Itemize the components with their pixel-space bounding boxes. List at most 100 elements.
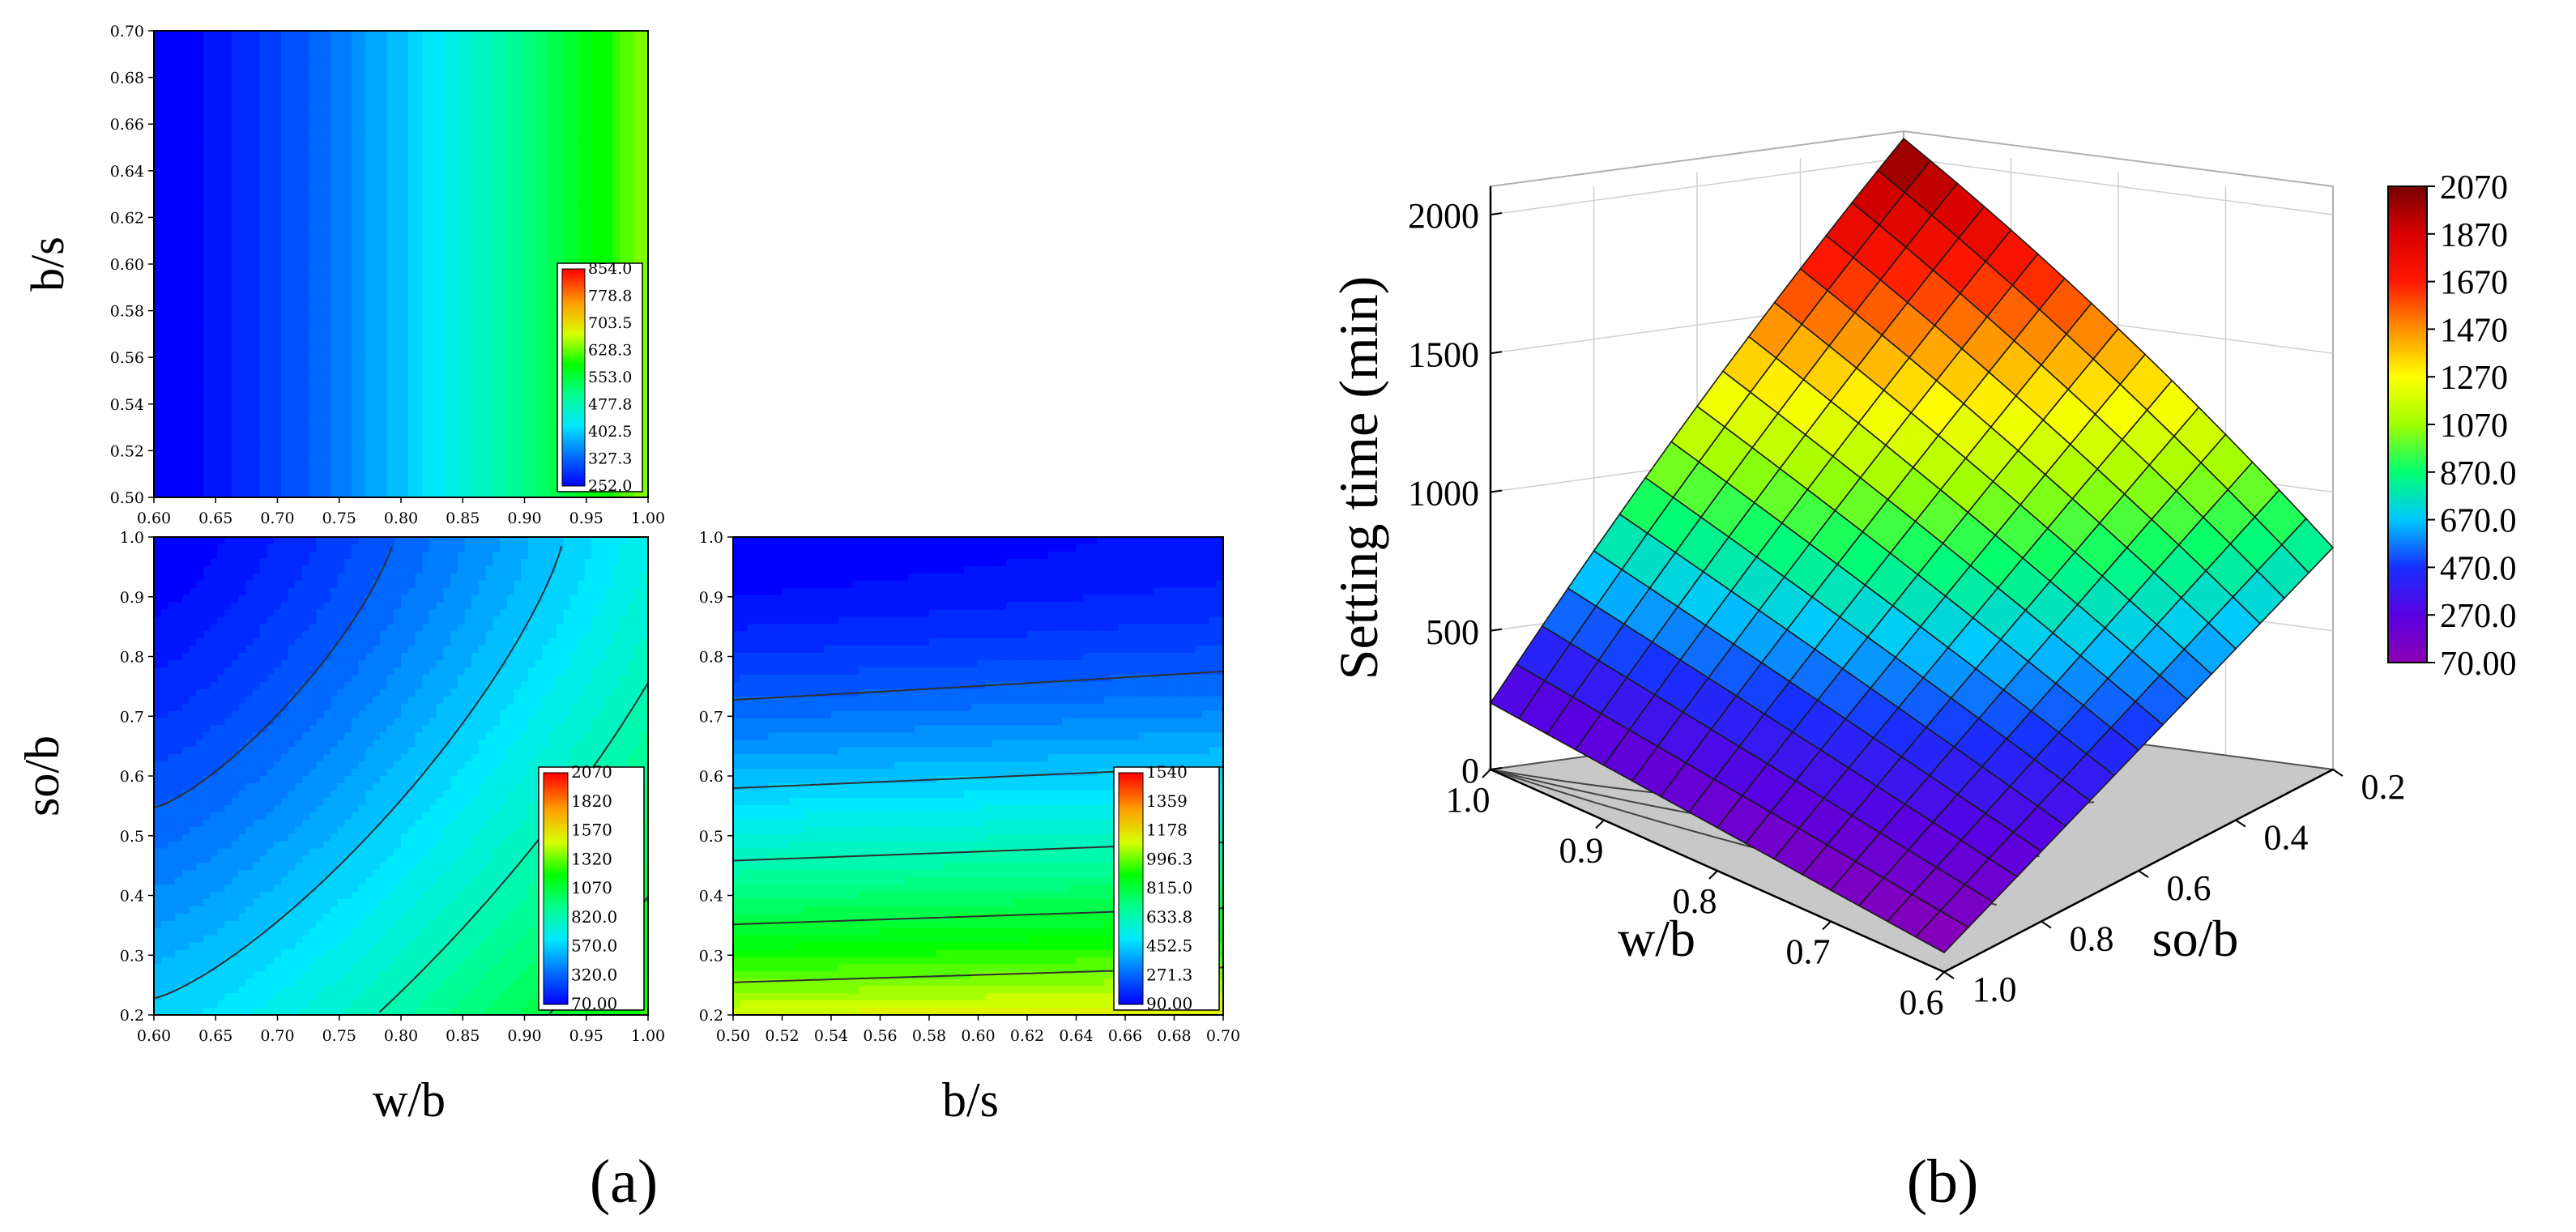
contour-cell	[450, 335, 458, 343]
contour-cell	[429, 164, 437, 173]
contour-cell	[549, 143, 557, 152]
contour-cell	[514, 115, 522, 124]
contour-cell	[224, 200, 232, 208]
contour-cell	[316, 151, 324, 159]
contour-cell	[464, 45, 472, 53]
contour-cell	[464, 136, 472, 145]
contour-cell	[352, 179, 360, 187]
contour-cell	[259, 391, 268, 399]
contour-cell	[358, 31, 367, 39]
contour-cell	[527, 249, 536, 258]
contour-cell	[280, 264, 289, 272]
x-tick-label: 0.80	[384, 509, 418, 527]
contour-cell	[196, 115, 204, 124]
contour-cell	[352, 158, 360, 166]
contour-cell	[379, 158, 388, 166]
contour-cell	[210, 391, 219, 399]
contour-cell	[181, 855, 190, 863]
contour-cell	[337, 278, 345, 286]
contour-cell	[344, 52, 352, 60]
contour-cell	[203, 264, 211, 272]
contour-cell	[521, 469, 529, 477]
contour-cell	[154, 616, 162, 625]
contour-cell	[407, 151, 416, 159]
contour-cell	[401, 228, 409, 237]
contour-cell	[485, 236, 493, 244]
contour-cell	[514, 130, 522, 138]
contour-cell	[379, 462, 388, 470]
contour-cell	[189, 447, 197, 456]
contour-cell	[415, 73, 423, 81]
contour-cell	[323, 158, 331, 166]
contour-cell	[154, 433, 162, 441]
contour-cell	[535, 285, 543, 293]
contour-cell	[245, 447, 254, 456]
contour-cell	[500, 320, 508, 329]
contour-cell	[189, 369, 197, 378]
contour-cell	[450, 109, 458, 117]
contour-cell	[259, 186, 268, 194]
contour-cell	[386, 151, 395, 159]
contour-cell	[527, 384, 536, 392]
contour-cell	[506, 462, 515, 470]
contour-cell	[210, 143, 219, 152]
contour-cell	[493, 207, 501, 215]
contour-cell	[535, 236, 543, 244]
contour-cell	[181, 384, 190, 392]
contour-cell	[330, 31, 339, 39]
contour-cell	[160, 342, 169, 350]
contour-cell	[379, 130, 388, 138]
contour-cell	[210, 200, 219, 208]
contour-cell	[542, 398, 550, 407]
contour-cell	[295, 164, 303, 173]
contour-cell	[160, 978, 169, 987]
contour-cell	[267, 454, 275, 463]
contour-cell	[450, 462, 458, 470]
contour-cell	[415, 405, 423, 413]
contour-cell	[288, 221, 296, 230]
contour-cell	[464, 151, 472, 159]
contour-cell	[471, 447, 480, 456]
contour-cell	[175, 790, 183, 799]
contour-cell	[189, 285, 197, 293]
contour-cell	[168, 257, 176, 265]
contour-cell	[330, 136, 339, 145]
contour-cell	[401, 398, 409, 407]
contour-cell	[253, 420, 261, 428]
contour-cell	[352, 299, 360, 308]
contour-cell	[274, 37, 282, 46]
contour-cell	[394, 335, 402, 343]
contour-cell	[535, 87, 543, 96]
contour-cell	[224, 193, 232, 202]
contour-cell	[549, 384, 557, 392]
contour-cell	[302, 335, 310, 343]
contour-cell	[168, 179, 176, 187]
contour-cell	[633, 73, 642, 81]
contour-cell	[527, 52, 536, 60]
contour-cell	[584, 80, 592, 88]
contour-cell	[527, 313, 536, 322]
contour-cell	[563, 228, 571, 237]
contour-cell	[641, 31, 649, 39]
contour-cell	[253, 342, 261, 350]
contour-cell	[203, 186, 211, 194]
contour-cell	[464, 31, 472, 39]
contour-cell	[267, 242, 275, 251]
contour-cell	[189, 151, 197, 159]
contour-cell	[422, 73, 430, 81]
contour-cell	[500, 115, 508, 124]
contour-cell	[231, 327, 240, 335]
contour-cell	[280, 490, 289, 498]
contour-cell	[584, 122, 592, 130]
contour-cell	[330, 462, 339, 470]
contour-cell	[514, 369, 522, 378]
contour-cell	[506, 249, 515, 258]
contour-cell	[267, 257, 275, 265]
contour-cell	[464, 285, 472, 293]
contour-cell	[253, 313, 261, 322]
contour-cell	[401, 249, 409, 258]
contour-cell	[620, 236, 628, 244]
contour-cell	[485, 164, 493, 173]
contour-cell	[563, 214, 571, 223]
contour-cell	[160, 313, 169, 322]
